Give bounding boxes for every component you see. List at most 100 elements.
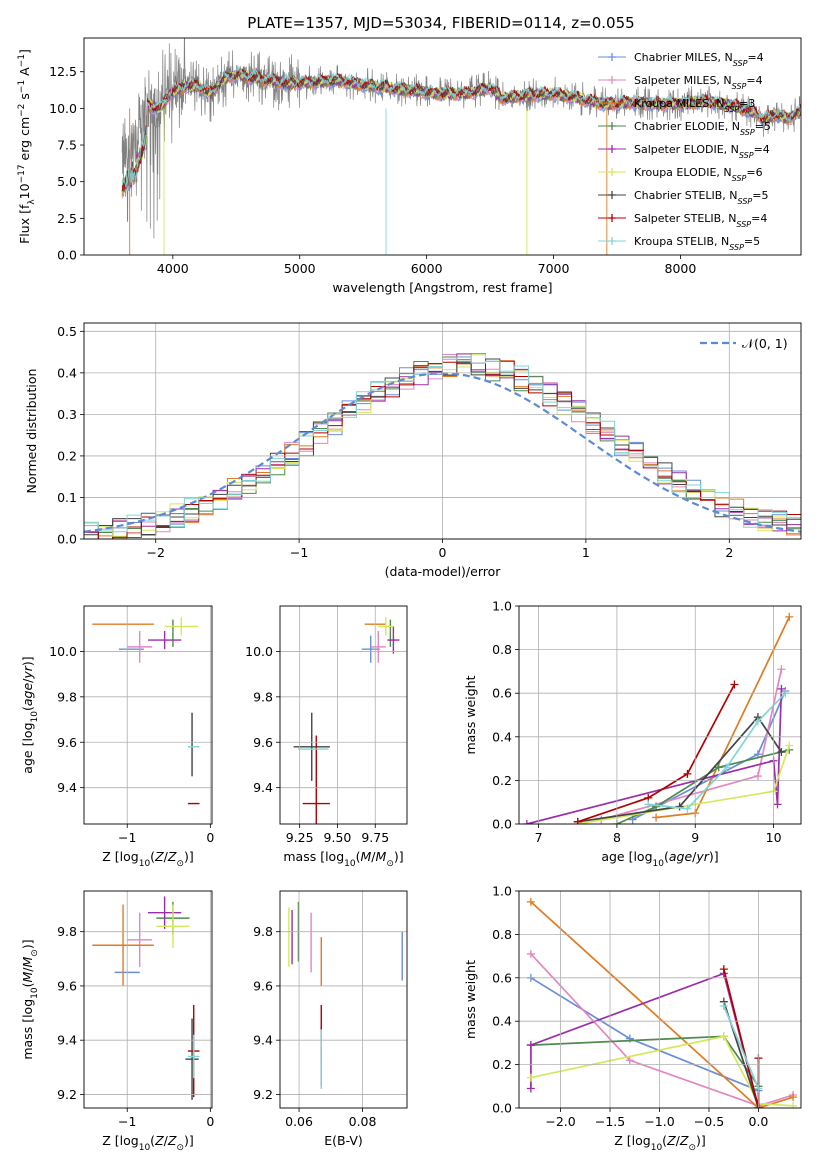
x-axis-label: (data-model)/error — [385, 564, 502, 579]
y-tick-label: 9.4 — [57, 780, 77, 795]
y-tick-label: 0.5 — [57, 324, 77, 339]
label-part: / — [164, 849, 169, 864]
weight-line-kroupa_miles — [656, 616, 791, 819]
axes-frame — [83, 37, 802, 256]
y-tick-label: 9.6 — [253, 978, 273, 993]
label-part: Z — [666, 1133, 676, 1148]
legend-label: Kroupa STELIB, NSSP=5 — [634, 235, 760, 252]
legend-text: Kroupa ELODIE, N — [634, 166, 732, 179]
legend-sub: SSP — [732, 82, 747, 91]
weight-point-salpeter_stelib — [730, 680, 739, 689]
mass-vs-z-panel: −1 09.29.49.69.8Z [log10(Z/Z⊙)]mass [log1… — [20, 890, 214, 1153]
legend-sub: SSP — [739, 151, 754, 160]
y-tick-label: 0.8 — [492, 642, 512, 657]
label-part: 10 — [139, 1143, 151, 1153]
weight-point-salpeter_elodie — [526, 1084, 535, 1093]
x-axis-label: Z [log10(Z/Z⊙)] — [102, 1133, 194, 1153]
label-part: ⊙ — [386, 859, 394, 869]
legend-text: Chabrier MILES, N — [634, 51, 733, 64]
weight-point-kroupa_miles — [789, 1093, 798, 1102]
label-part: Z — [154, 1133, 164, 1148]
y-tick-label: 0.0 — [57, 532, 77, 547]
x-axis-label: E(B-V) — [324, 1133, 363, 1148]
label-part: / — [692, 849, 697, 864]
label-part: mass [log — [20, 999, 35, 1060]
y-tick-label: 0.2 — [492, 773, 512, 788]
y-tick-label: 0.2 — [492, 1057, 512, 1072]
label-part: M — [20, 956, 35, 967]
y-tick-label: 10.0 — [49, 644, 77, 659]
figure-title: PLATE=1357, MJD=53034, FIBERID=0114, z=0… — [247, 14, 634, 32]
age-vs-z-panel-content — [92, 617, 200, 805]
label-part: Z [log — [614, 1133, 650, 1148]
weight-point-kroupa_elodie — [785, 741, 794, 750]
x-axis-label: mass [log10(M/M⊙)] — [283, 849, 403, 869]
legend-label: Kroupa MILES, NSSP=3 — [634, 97, 755, 114]
label-part: M — [376, 849, 387, 864]
label-part: mass [log — [283, 849, 344, 864]
weight-point-kroupa_stelib — [683, 804, 692, 813]
spectrum-panel: 4000 5000 6000 7000 8000 0.0 2.5 5.0 7.5 10.0 12.5… — [17, 37, 802, 295]
weight-point-salpeter_miles — [526, 949, 535, 958]
y-tick-label: 0.2 — [57, 448, 77, 463]
label-part: )] — [696, 1133, 706, 1148]
y-tick-label: 9.2 — [253, 1087, 273, 1102]
legend-marker — [608, 53, 616, 61]
mass-vs-z-panel-content — [92, 896, 200, 1100]
y-tick-label: 10.0 — [245, 644, 273, 659]
x-tick-label: 7000 — [538, 261, 570, 276]
y-axis-label: Flux [fλ10−17 erg cm−2 s−1 A−1] — [17, 49, 37, 244]
x-tick-label: 9.25 — [286, 830, 314, 845]
label-part: Flux [f — [17, 204, 32, 244]
y-tick-label: 0.3 — [57, 407, 77, 422]
legend-text: =5 — [755, 120, 771, 133]
label-part: Z — [154, 849, 164, 864]
y-tick-label: 0.0 — [492, 1101, 512, 1116]
y-tick-label: 0.6 — [492, 686, 512, 701]
x-tick-label: 1 — [582, 545, 590, 560]
histogram-panel: −2 −1 0 1 2 0.0 0.1 0.2 0.3 0.4 0.5 (data-model)/er… — [24, 322, 802, 579]
y-tick-label: 0.0 — [492, 817, 512, 832]
weight-point-kroupa_elodie — [719, 1032, 728, 1041]
legend-sub: SSP — [732, 174, 747, 183]
legend-text: =5 — [752, 189, 768, 202]
weight-point-salpeter_elodie — [526, 1041, 535, 1050]
axes-frame — [83, 322, 802, 540]
y-tick-label: 9.8 — [253, 689, 273, 704]
y-tick-label: 9.6 — [253, 735, 273, 750]
label-part: −17 — [17, 164, 27, 183]
weight-point-kroupa_stelib — [644, 800, 653, 809]
y-axis-label: mass weight — [463, 960, 478, 1039]
y-axis-label: age [log10(age/yr)] — [20, 656, 40, 773]
x-tick-label: 0 — [206, 830, 214, 845]
weight-line-salpeter_stelib — [577, 684, 736, 823]
legend-text: Salpeter STELIB, N — [634, 212, 736, 225]
legend-sub: SSP — [733, 59, 748, 68]
weight-line-salpeter_miles — [530, 953, 794, 1107]
mass-weight-age-panel-content — [522, 612, 794, 824]
y-tick-label: 12.5 — [49, 64, 77, 79]
y-tick-label: 0.8 — [492, 927, 512, 942]
label-part: age — [20, 683, 35, 707]
legend-text: Chabrier ELODIE, N — [634, 120, 740, 133]
legend-label: Chabrier STELIB, NSSP=5 — [634, 189, 768, 206]
y-tick-label: 0.0 — [57, 248, 77, 263]
legend-text: =4 — [754, 143, 770, 156]
x-tick-label: −1 — [290, 545, 308, 560]
label-part: )] — [20, 656, 35, 666]
x-tick-label: 4000 — [157, 261, 189, 276]
x-tick-label: −2 — [146, 545, 164, 560]
x-tick-label: 5000 — [284, 261, 316, 276]
weight-point-salpeter_stelib — [573, 817, 582, 824]
y-tick-label: 9.2 — [57, 1087, 77, 1102]
legend-sub: SSP — [740, 128, 755, 137]
legend-text: =5 — [744, 235, 760, 248]
weight-line-kroupa_stelib — [648, 692, 786, 810]
y-tick-label: 0.1 — [57, 490, 77, 505]
label-part: Z — [167, 849, 177, 864]
label-part: ⊙ — [176, 859, 184, 869]
x-axis-label: Z [log10(Z/Z⊙)] — [614, 1133, 706, 1153]
model-spectrum-chabrier_stelib — [121, 68, 801, 193]
y-tick-label: 0.4 — [492, 729, 512, 744]
